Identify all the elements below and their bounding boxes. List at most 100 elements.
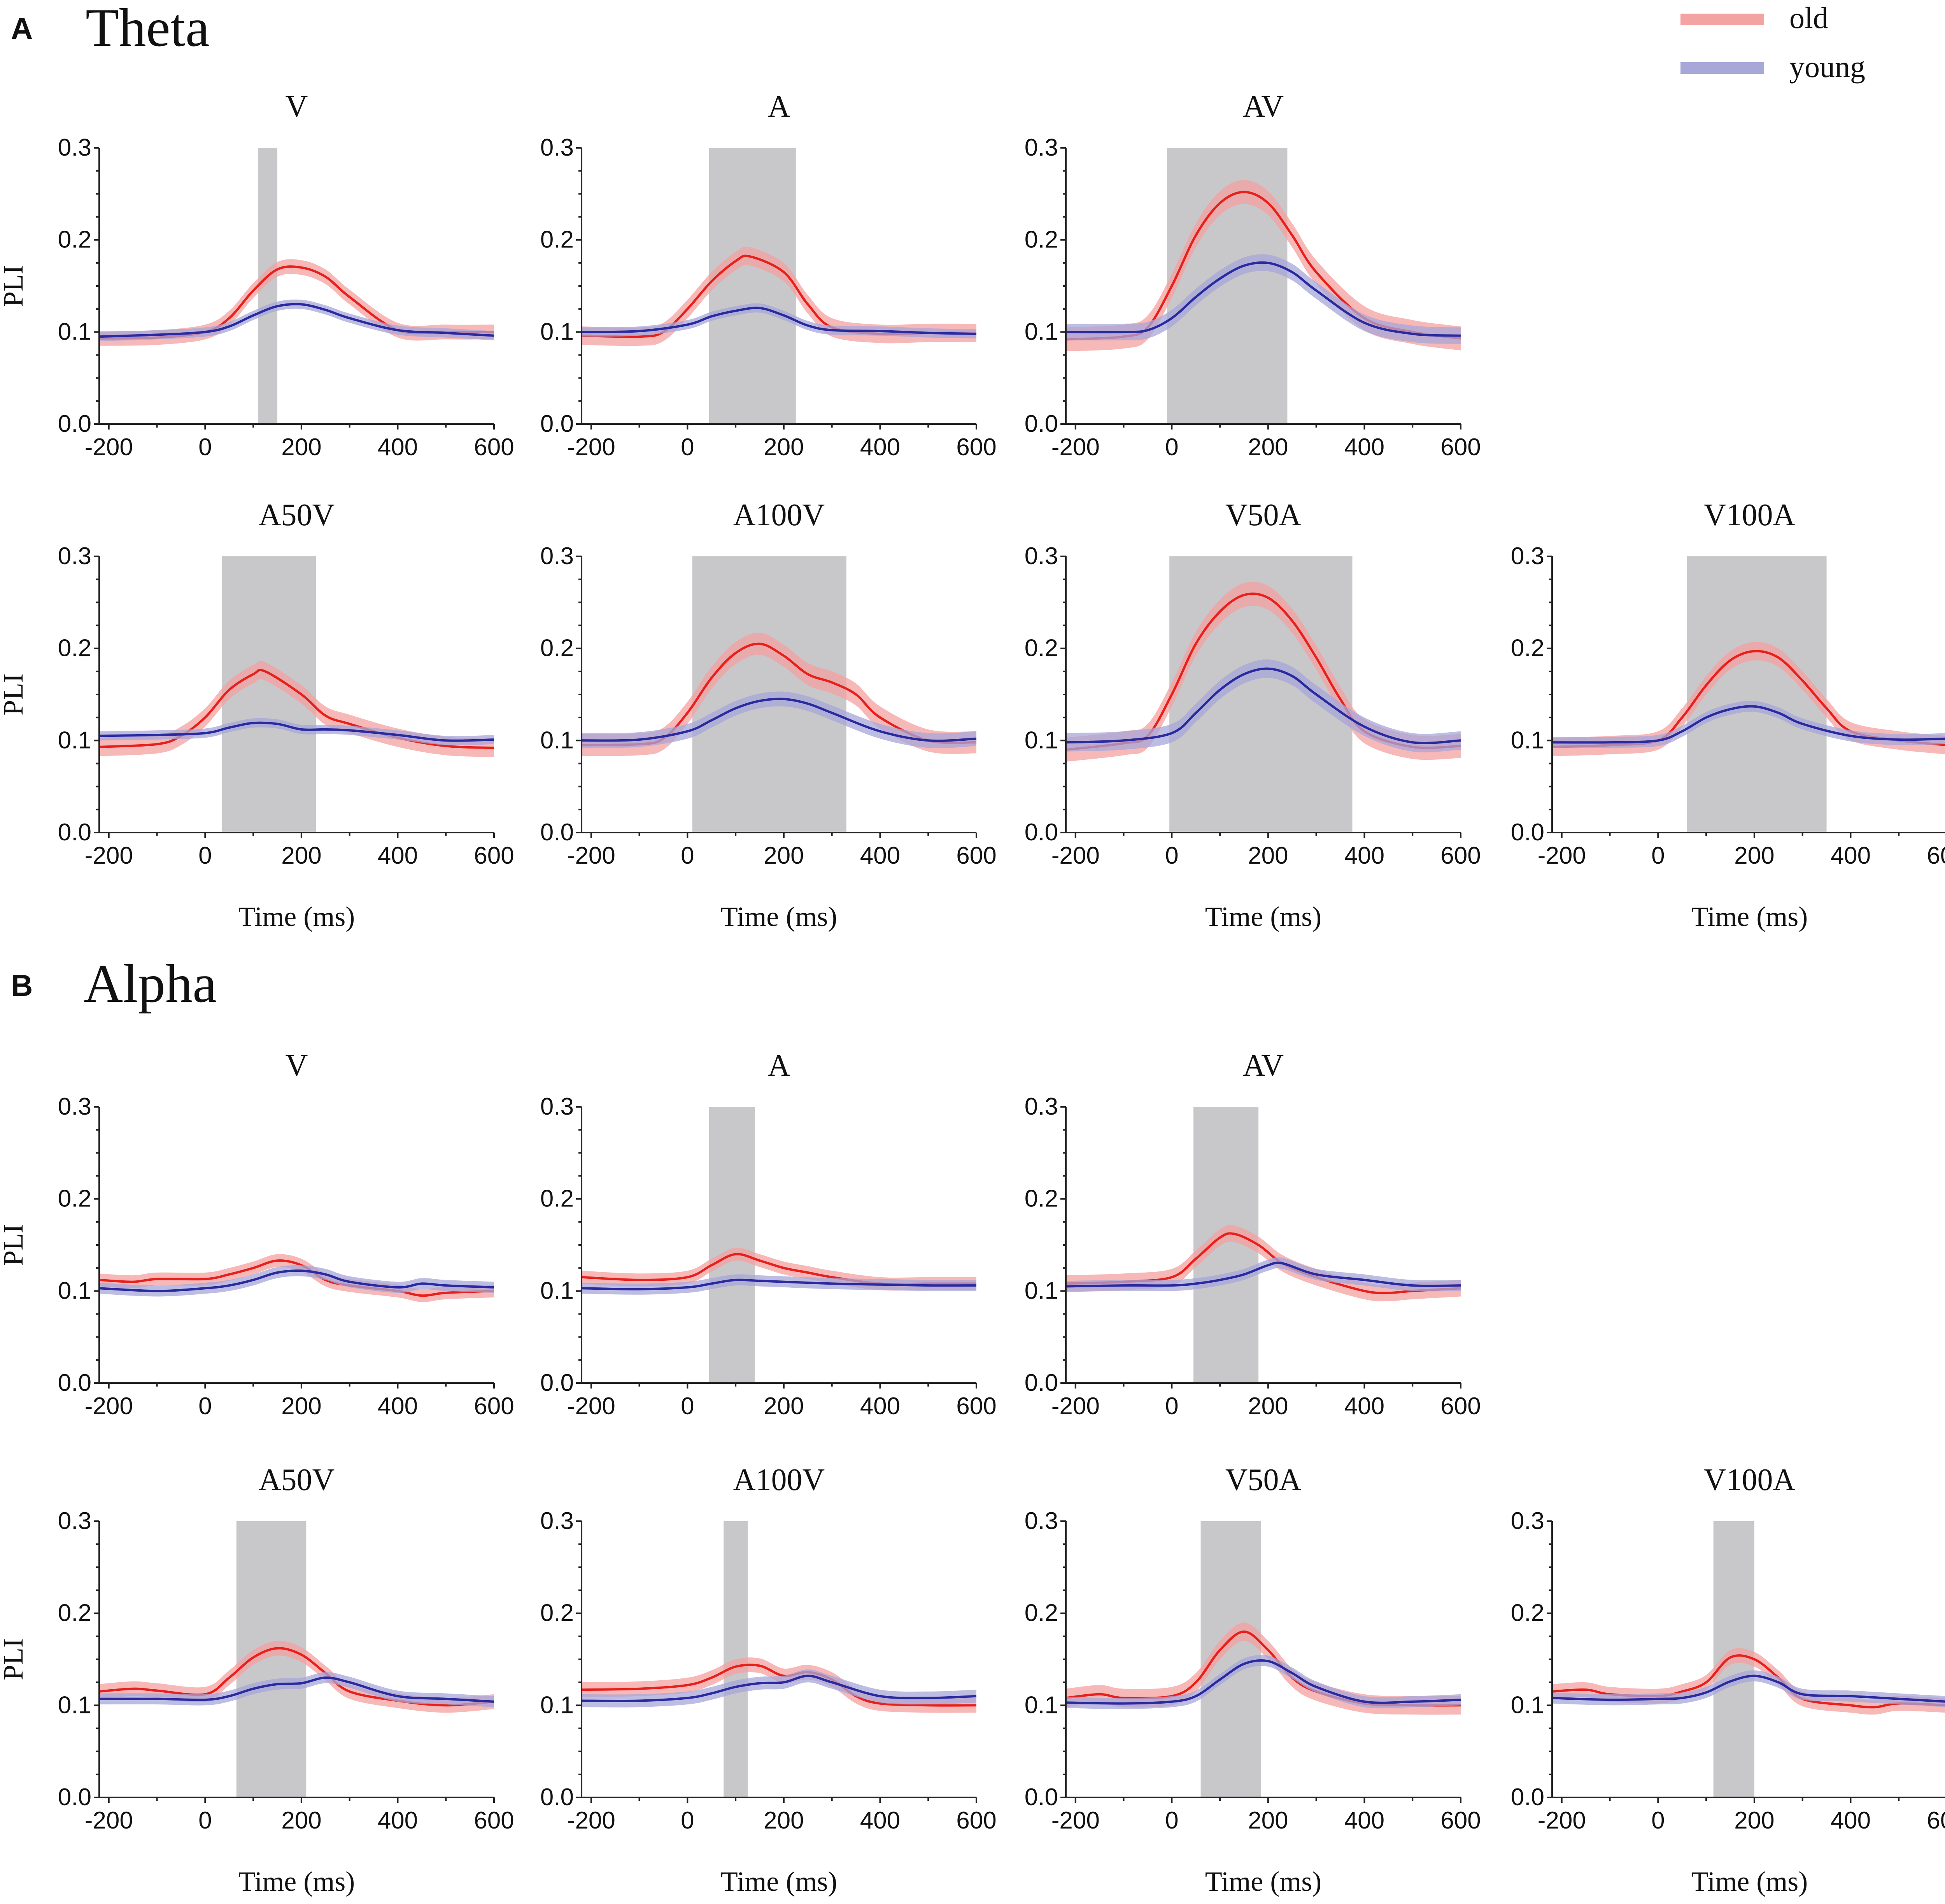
y-tick-label: 0.2 xyxy=(1511,635,1544,662)
error-band-young xyxy=(1066,659,1461,752)
x-tick-label: 400 xyxy=(378,1393,418,1420)
y-tick-label: 0.1 xyxy=(540,727,574,754)
chart-title: A xyxy=(768,89,790,124)
x-tick-label: 600 xyxy=(1440,1393,1481,1420)
x-tick-label: 200 xyxy=(1248,1393,1288,1420)
y-tick-label: 0.1 xyxy=(58,1692,91,1718)
y-axis-title: PLI xyxy=(0,265,29,307)
x-tick-label: 200 xyxy=(281,1393,321,1420)
x-tick-label: 600 xyxy=(956,842,996,869)
x-tick-label: 400 xyxy=(860,1393,900,1420)
x-tick-label: 0 xyxy=(1165,842,1178,869)
y-tick-label: 0.1 xyxy=(1025,1692,1058,1718)
error-band-young xyxy=(1066,1257,1461,1292)
y-tick-label: 0.3 xyxy=(540,1093,574,1120)
x-tick-label: -200 xyxy=(85,1393,133,1420)
x-tick-label: 200 xyxy=(1734,842,1774,869)
x-tick-label: -200 xyxy=(1538,842,1586,869)
x-tick-label: 400 xyxy=(1344,842,1384,869)
y-tick-label: 0.0 xyxy=(1025,1369,1058,1396)
band-title-theta: Theta xyxy=(86,0,210,58)
x-tick-label: 600 xyxy=(474,1807,514,1834)
error-band-young xyxy=(582,1274,976,1295)
x-axis-title: Time (ms) xyxy=(1691,901,1808,932)
legend-label-young: young xyxy=(1789,50,1865,84)
y-tick-label: 0.2 xyxy=(1511,1600,1544,1627)
panel-alpha: B Alpha xyxy=(11,954,217,1014)
series-line-young xyxy=(581,1278,977,1290)
x-tick-label: -200 xyxy=(85,434,133,461)
chart-alpha-a50v: A50V 0.0 0.1 0.2 0.3 -200 0 200 400 600 PLI Time (m… xyxy=(0,1463,514,1897)
x-tick-label: 200 xyxy=(1248,842,1288,869)
y-tick-label: 0.0 xyxy=(540,819,574,846)
x-tick-label: 0 xyxy=(198,434,212,461)
y-tick-label: 0.3 xyxy=(1025,134,1058,161)
x-tick-label: 400 xyxy=(1344,1807,1384,1834)
x-tick-label: 600 xyxy=(474,842,514,869)
y-tick-label: 0.0 xyxy=(1025,410,1058,437)
y-tick-label: 0.0 xyxy=(1025,819,1058,846)
x-tick-label: 200 xyxy=(764,434,804,461)
x-tick-label: 0 xyxy=(1165,434,1178,461)
y-tick-label: 0.2 xyxy=(1025,1600,1058,1627)
chart-theta-av: AV 0.0 0.1 0.2 0.3 -200 0 200 400 600 xyxy=(1025,89,1481,461)
x-tick-label: 0 xyxy=(681,1393,694,1420)
series-line-young xyxy=(99,1676,494,1703)
series-line-young xyxy=(581,307,977,335)
chart-alpha-a100v: A100V 0.0 0.1 0.2 0.3 -200 0 200 400 600 Time (ms) xyxy=(540,1463,997,1897)
x-tick-label: 600 xyxy=(956,1807,996,1834)
y-tick-label: 0.3 xyxy=(1025,1508,1058,1534)
y-tick-label: 0.3 xyxy=(1511,543,1544,570)
x-tick-label: 200 xyxy=(281,434,321,461)
x-axis-title: Time (ms) xyxy=(238,901,355,932)
y-tick-label: 0.0 xyxy=(58,819,91,846)
y-tick-label: 0.3 xyxy=(58,134,91,161)
x-tick-label: -200 xyxy=(1538,1807,1586,1834)
y-tick-label: 0.3 xyxy=(58,1093,91,1120)
y-tick-label: 0.3 xyxy=(58,1508,91,1534)
chart-grid: V 0.0 0.1 0.2 0.3 -200 0 200 400 600 PLI A 0.0 0.1 0.2… xyxy=(0,89,1945,1897)
x-tick-label: -200 xyxy=(567,434,615,461)
series-line-young xyxy=(99,1269,494,1292)
x-tick-label: 0 xyxy=(1651,1807,1665,1834)
x-axis-title: Time (ms) xyxy=(238,1866,355,1897)
y-tick-label: 0.1 xyxy=(1511,1692,1544,1718)
series-line-young xyxy=(1065,261,1461,337)
y-tick-label: 0.3 xyxy=(1025,543,1058,570)
error-band-old xyxy=(582,246,976,346)
y-tick-label: 0.2 xyxy=(1025,226,1058,253)
x-tick-label: 400 xyxy=(860,434,900,461)
x-tick-label: 600 xyxy=(1440,1807,1481,1834)
series-line-young xyxy=(1065,1261,1461,1288)
series-line-young xyxy=(1065,1659,1461,1705)
y-axis-title: PLI xyxy=(0,1638,29,1680)
significance-window xyxy=(709,148,796,424)
x-tick-label: 200 xyxy=(764,842,804,869)
y-tick-label: 0.1 xyxy=(58,727,91,754)
y-tick-label: 0.2 xyxy=(1025,1185,1058,1212)
series-line-young xyxy=(1552,705,1945,744)
y-tick-label: 0.0 xyxy=(540,1369,574,1396)
x-tick-label: 600 xyxy=(1927,842,1945,869)
x-tick-label: -200 xyxy=(567,842,615,869)
x-axis-title: Time (ms) xyxy=(721,1866,837,1897)
error-band-young xyxy=(1552,1670,1945,1707)
x-tick-label: -200 xyxy=(567,1807,615,1834)
x-tick-label: 400 xyxy=(1344,1393,1384,1420)
chart-title: V50A xyxy=(1225,498,1302,532)
x-tick-label: 0 xyxy=(1165,1393,1178,1420)
x-tick-label: 200 xyxy=(1248,1807,1288,1834)
x-tick-label: 400 xyxy=(860,1807,900,1834)
y-tick-label: 0.0 xyxy=(58,1784,91,1811)
y-tick-label: 0.3 xyxy=(1511,1508,1544,1534)
x-axis-title: Time (ms) xyxy=(721,901,837,932)
panel-letter-a: A xyxy=(11,11,33,46)
x-tick-label: 600 xyxy=(956,1393,996,1420)
x-tick-label: 400 xyxy=(1831,842,1871,869)
x-tick-label: 200 xyxy=(764,1393,804,1420)
x-tick-label: 400 xyxy=(1831,1807,1871,1834)
y-tick-label: 0.2 xyxy=(540,1185,574,1212)
chart-title: V xyxy=(286,89,308,124)
x-tick-label: -200 xyxy=(1051,1393,1100,1420)
series-line-old xyxy=(99,1259,494,1297)
